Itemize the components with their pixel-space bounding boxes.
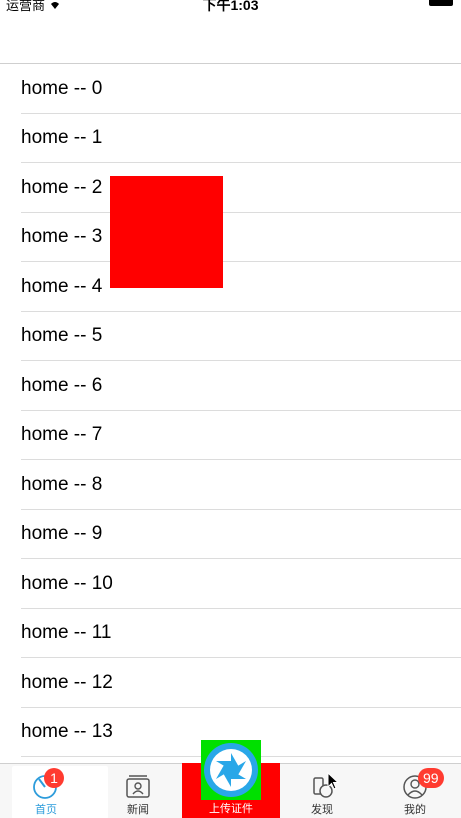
row-separator (21, 409, 461, 411)
table-row[interactable]: home -- 5 (0, 312, 461, 361)
row-label: home -- 6 (21, 374, 103, 396)
table-row[interactable]: home -- 2 (0, 163, 461, 213)
status-bar: 运营商 下午1:03 (0, 0, 461, 12)
row-label: home -- 1 (21, 127, 103, 149)
table-row[interactable]: home -- 12 (0, 658, 461, 708)
row-separator (21, 657, 461, 658)
row-label: home -- 11 (21, 622, 112, 644)
row-label: home -- 10 (21, 572, 113, 594)
tab-home-label: 首页 (35, 804, 57, 816)
row-label: home -- 7 (21, 424, 103, 446)
row-separator (21, 112, 461, 114)
mine-badge: 99 (418, 768, 444, 788)
row-separator (21, 607, 461, 609)
tab-home[interactable]: 1 首页 (0, 764, 92, 818)
row-separator (21, 558, 461, 559)
upload-camera-button[interactable] (201, 740, 261, 800)
table-row[interactable]: home -- 6 (0, 361, 461, 411)
row-separator (21, 706, 461, 708)
table-row[interactable]: home -- 11 (0, 609, 461, 658)
red-overlay-view[interactable] (110, 176, 223, 288)
tab-discover-label: 发现 (311, 804, 333, 816)
navigation-bar (0, 0, 461, 64)
row-label: home -- 4 (21, 275, 103, 297)
carrier-label: 运营商 (6, 0, 46, 12)
table-row[interactable]: home -- 3 (0, 213, 461, 262)
home-table[interactable]: home -- 0 home -- 1 home -- 2 home -- 3 … (0, 64, 461, 763)
status-time: 下午1:03 (202, 0, 259, 12)
row-label: home -- 2 (21, 176, 103, 198)
row-separator (21, 310, 461, 312)
mouse-cursor-icon (327, 772, 340, 790)
row-separator (21, 211, 461, 213)
row-separator (21, 162, 461, 163)
tab-mine[interactable]: 99 我的 (369, 764, 461, 818)
table-row[interactable]: home -- 4 (0, 262, 461, 312)
tab-news[interactable]: 新闻 (92, 764, 184, 818)
tab-mine-label: 我的 (404, 804, 426, 816)
tab-news-label: 新闻 (127, 804, 149, 816)
row-label: home -- 3 (21, 226, 103, 248)
row-label: home -- 5 (21, 325, 103, 347)
table-row[interactable]: home -- 0 (0, 64, 461, 114)
row-label: home -- 12 (21, 671, 113, 693)
wifi-icon (51, 1, 60, 9)
row-separator (21, 261, 461, 262)
contacts-icon (126, 775, 150, 798)
camera-aperture-icon (204, 743, 258, 797)
table-row[interactable]: home -- 7 (0, 411, 461, 460)
row-separator (21, 508, 461, 510)
row-label: home -- 13 (21, 721, 113, 743)
tab-discover[interactable]: 发现 (276, 764, 368, 818)
tab-upload-label: 上传证件 (209, 803, 253, 815)
row-separator (21, 459, 461, 460)
home-badge: 1 (44, 768, 64, 788)
battery-icon (429, 0, 453, 6)
table-row[interactable]: home -- 10 (0, 559, 461, 609)
row-label: home -- 8 (21, 473, 103, 495)
table-row[interactable]: home -- 1 (0, 114, 461, 163)
table-row[interactable]: home -- 8 (0, 460, 461, 510)
row-label: home -- 9 (21, 523, 103, 545)
row-label: home -- 0 (21, 77, 103, 99)
row-separator (21, 360, 461, 361)
discover-icon (313, 777, 333, 798)
table-row[interactable]: home -- 9 (0, 510, 461, 559)
